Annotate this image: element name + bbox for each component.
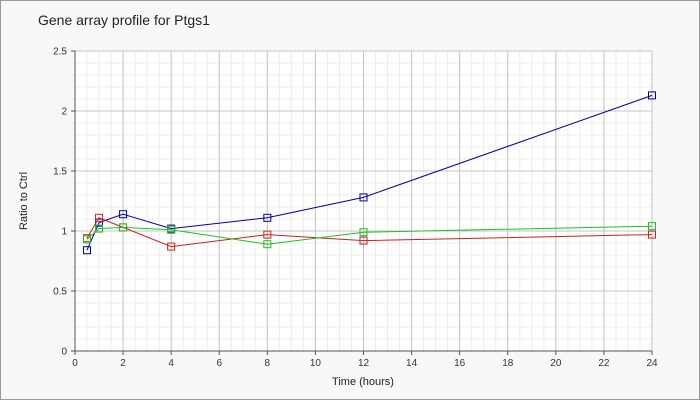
data-point-marker[interactable] — [263, 213, 272, 222]
series-layer — [83, 91, 656, 255]
y-tick-label: 1 — [61, 227, 67, 238]
data-point-marker[interactable] — [359, 228, 368, 237]
y-tick-label: 2.5 — [53, 47, 67, 58]
series-line — [86, 217, 653, 248]
data-point-marker[interactable] — [119, 210, 128, 219]
data-point-marker[interactable] — [95, 218, 104, 227]
data-point-marker[interactable] — [648, 230, 656, 239]
data-point-marker[interactable] — [95, 224, 104, 233]
series-1 — [83, 91, 656, 255]
y-axis-label: Ratio to Ctrl — [18, 172, 30, 230]
series-line — [86, 94, 653, 251]
data-point-marker[interactable] — [167, 225, 176, 234]
data-point-marker[interactable] — [95, 213, 104, 222]
data-point-marker[interactable] — [648, 91, 656, 100]
data-point-marker[interactable] — [83, 246, 92, 255]
data-point-marker[interactable] — [167, 242, 176, 251]
x-tick-label: 6 — [216, 358, 222, 369]
x-tick-label: 24 — [646, 358, 658, 369]
series-3 — [83, 222, 656, 249]
data-point-marker[interactable] — [263, 240, 272, 249]
data-point-marker[interactable] — [359, 193, 368, 202]
x-tick-label: 18 — [502, 358, 514, 369]
y-tick-label: 2 — [61, 107, 67, 118]
data-point-marker[interactable] — [263, 230, 272, 239]
data-point-marker[interactable] — [83, 235, 92, 244]
x-tick-label: 10 — [310, 358, 322, 369]
x-tick-label: 12 — [358, 358, 370, 369]
x-tick-label: 4 — [168, 358, 174, 369]
x-tick-label: 14 — [406, 358, 418, 369]
x-tick-label: 22 — [598, 358, 610, 369]
y-axis-ticks: 0 0.5 1 1.5 2 2.5 — [53, 47, 75, 358]
chart-title: Gene array profile for Ptgs1 — [38, 12, 210, 28]
data-point-marker[interactable] — [648, 222, 656, 231]
y-tick-label: 0 — [61, 347, 67, 358]
y-tick-label: 1.5 — [53, 167, 67, 178]
x-tick-label: 0 — [72, 358, 78, 369]
x-tick-label: 2 — [120, 358, 126, 369]
x-tick-label: 8 — [265, 358, 271, 369]
data-point-marker[interactable] — [119, 223, 128, 232]
x-axis-ticks: 0 2 4 6 8 10 12 14 16 18 20 22 24 — [72, 351, 658, 369]
y-tick-label: 0.5 — [53, 287, 67, 298]
series-line — [86, 225, 653, 245]
x-tick-label: 16 — [454, 358, 466, 369]
x-axis-label: Time (hours) — [332, 376, 394, 388]
data-point-marker[interactable] — [359, 236, 368, 245]
x-tick-label: 20 — [550, 358, 562, 369]
